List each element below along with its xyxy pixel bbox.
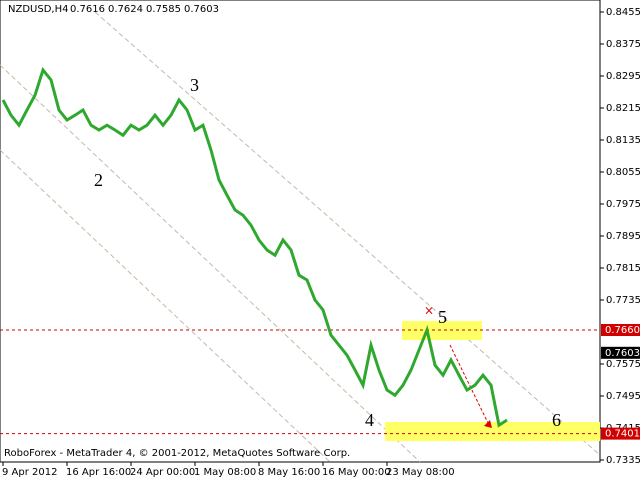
- y-tick-label: 0.8455: [606, 7, 640, 18]
- plot-area: [0, 0, 601, 463]
- y-tick-label: 0.7575: [606, 359, 640, 370]
- ohlc-value: 0.7585: [146, 4, 181, 15]
- x-tick-label: 8 May 16:00: [258, 467, 320, 478]
- x-tick-label: 1 May 08:00: [194, 467, 256, 478]
- x-tick-label: 16 Apr 16:00: [66, 467, 131, 478]
- cross-marker: ×: [424, 304, 434, 318]
- target-zone: [402, 321, 482, 340]
- y-tick-label: 0.7495: [606, 391, 640, 402]
- footer: RoboForex - MetaTrader 4, © 2001-2012, M…: [4, 448, 350, 459]
- wave-label: 3: [190, 75, 199, 95]
- y-tick-label: 0.7815: [606, 263, 640, 274]
- price-label: 0.7603: [605, 348, 640, 359]
- x-tick-label: 23 May 08:00: [386, 467, 455, 478]
- y-tick-label: 0.7975: [606, 199, 640, 210]
- ohlc-value: 0.7624: [108, 4, 143, 15]
- level-label-box: [601, 324, 640, 336]
- ohlc-value: 0.7603: [184, 4, 219, 15]
- level-label: 0.7660: [605, 325, 640, 336]
- y-tick-label: 0.7735: [606, 295, 640, 306]
- level-label: 0.7401: [605, 429, 640, 440]
- y-tick-label: 0.8055: [606, 167, 640, 178]
- wave-label: 5: [438, 307, 447, 327]
- wave-label: 2: [94, 170, 103, 190]
- level-label-box: [601, 427, 640, 440]
- target-zone: [385, 422, 600, 441]
- x-tick-label: 9 Apr 2012: [2, 467, 57, 478]
- x-tick-label: 16 May 00:00: [322, 467, 391, 478]
- y-tick-label: 0.8215: [606, 103, 640, 114]
- y-tick-label: 0.7895: [606, 231, 640, 242]
- y-tick-label: 0.8375: [606, 39, 640, 50]
- channel: [0, 11, 601, 463]
- forecast-arrow: [449, 344, 489, 424]
- y-tick-label: 0.7335: [606, 455, 640, 466]
- y-tick-label: 0.8295: [606, 71, 640, 82]
- arrow-head: [484, 420, 492, 428]
- price-box: [601, 346, 640, 359]
- x-tick-label: 24 Apr 00:00: [130, 467, 195, 478]
- y-tick-label: 0.8135: [606, 135, 640, 146]
- price-line: [1, 66, 508, 428]
- chart-title: NZDUSD,H4: [8, 4, 68, 15]
- wave-label: 4: [365, 410, 374, 430]
- wave-label: 6: [552, 410, 561, 430]
- ohlc-value: 0.7616: [70, 4, 105, 15]
